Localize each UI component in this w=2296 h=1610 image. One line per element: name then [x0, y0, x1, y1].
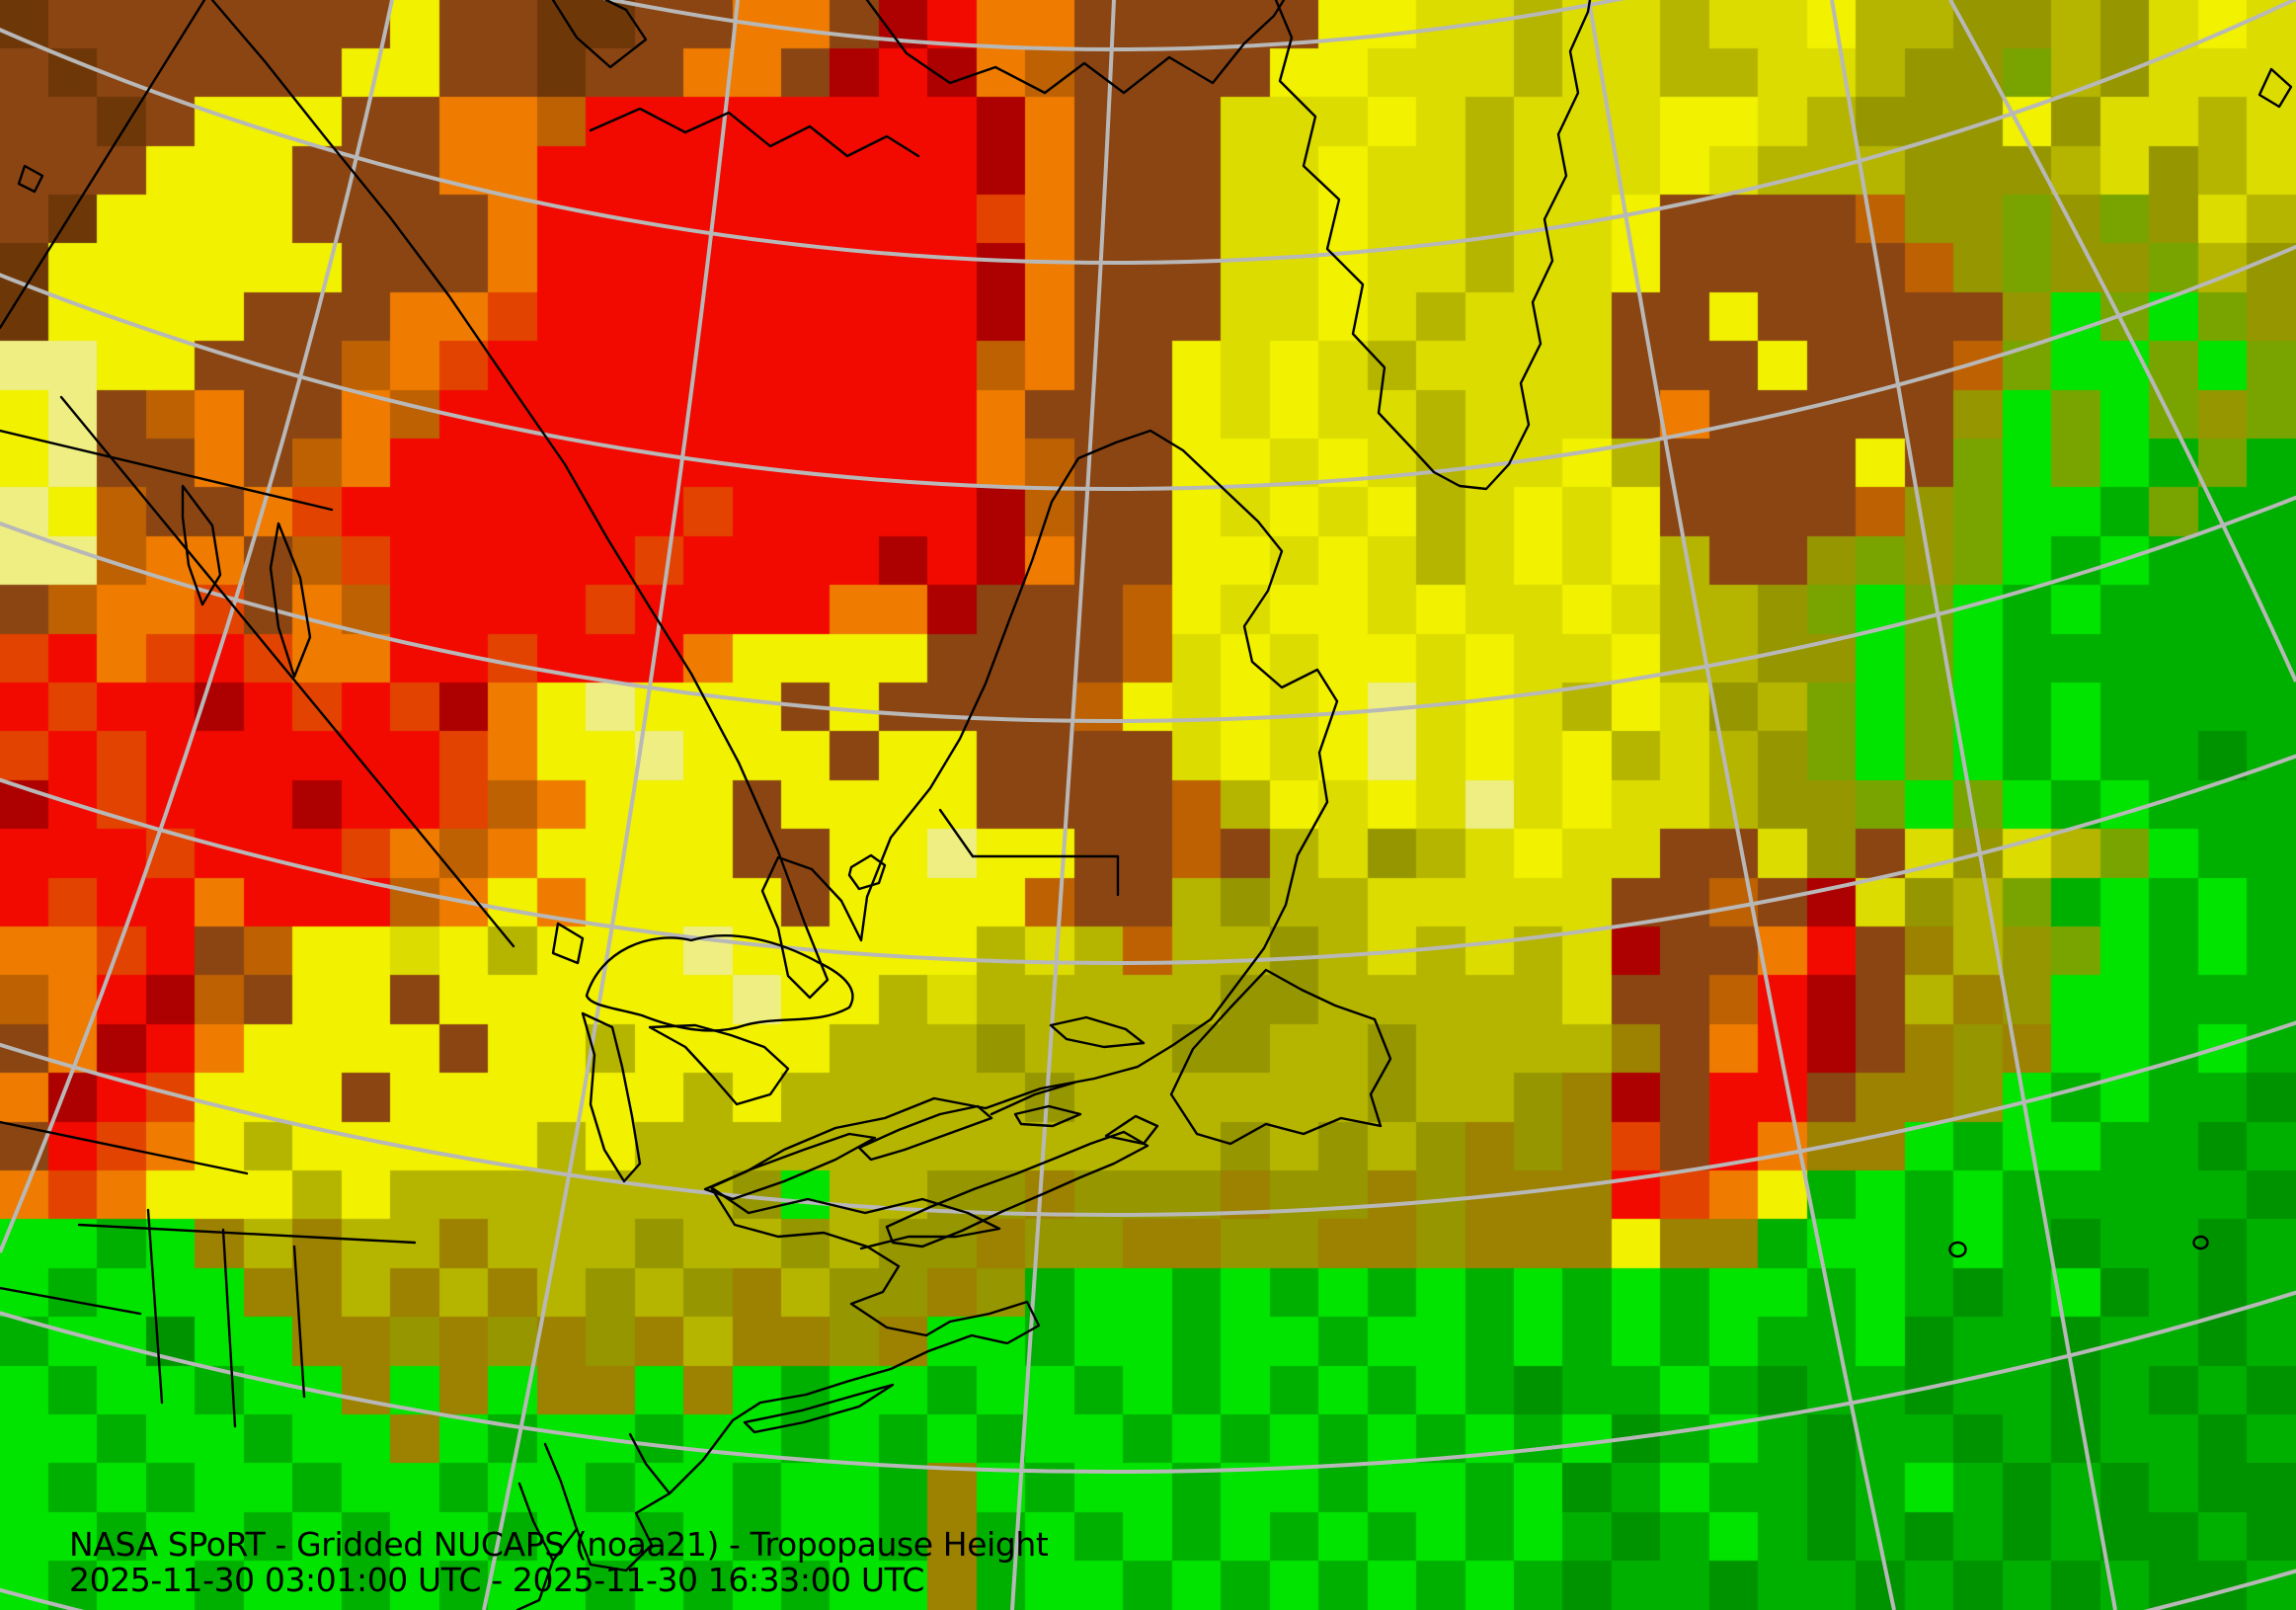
- caption-product-title: NASA SPoRT - Gridded NUCAPS (noaa21) - T…: [69, 1525, 1049, 1564]
- caption-time-range: 2025-11-30 03:01:00 UTC - 2025-11-30 16:…: [69, 1561, 925, 1599]
